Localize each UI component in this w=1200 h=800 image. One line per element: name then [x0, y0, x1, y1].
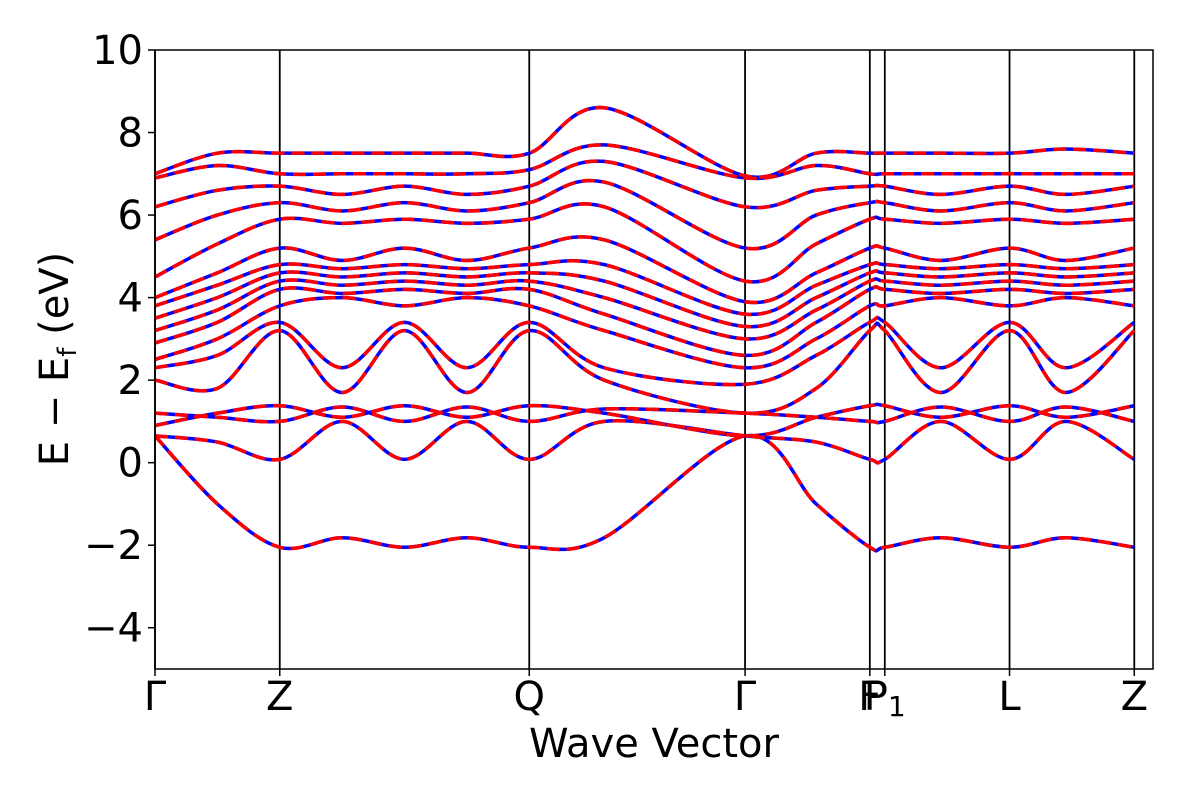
band-solid-16: [155, 106, 1135, 179]
kpoint-lines: [154, 50, 1136, 669]
band-dashed-8: [155, 277, 1135, 341]
x-axis: Γ Z Q Γ FP1 L Z: [144, 669, 1148, 723]
band-dashed-4: [155, 321, 1136, 415]
x-tick-label-0: Γ: [144, 674, 167, 720]
x-tick-label-1: Z: [266, 674, 293, 720]
band-dashed-14: [155, 159, 1135, 210]
x-tick-label-6: L: [998, 674, 1021, 720]
x-axis-label: Wave Vector: [529, 721, 780, 767]
x-tick-label-5: P1: [864, 674, 906, 723]
band-dashed-13: [155, 178, 1135, 251]
y-tick-label-6: 8: [118, 111, 143, 157]
band-dashed-9: [155, 269, 1135, 329]
y-axis: −4 −2 0 2 4 6 8 10: [84, 28, 155, 652]
x-tick-label-3: Γ: [734, 674, 757, 720]
band-dashed-12: [155, 202, 1135, 284]
y-tick-label-1: −2: [84, 523, 143, 569]
plot-frame: [154, 49, 1154, 670]
band-dashed-7: [155, 285, 1135, 358]
y-axis-label-unit: (eV): [32, 252, 78, 348]
bands-layer: [155, 106, 1136, 553]
band-solid-12: [155, 202, 1135, 284]
y-axis-label: E − Ef (eV): [32, 252, 83, 467]
x-tick-label-4: F: [858, 674, 881, 720]
band-dashed-5: [155, 315, 1136, 387]
band-solid-1: [155, 419, 1136, 465]
band-dashed-6: [155, 295, 1135, 370]
band-dashed-0: [155, 433, 1135, 553]
y-tick-label-5: 6: [118, 193, 143, 239]
x-tick-label-7: Z: [1121, 674, 1148, 720]
band-dashed-1: [155, 419, 1136, 465]
band-dashed-11: [155, 235, 1135, 305]
band-solid-0: [155, 433, 1135, 553]
band-dashed-16: [155, 106, 1135, 179]
band-solid-13: [155, 178, 1135, 251]
band-dashed-15: [155, 143, 1135, 181]
x-tick-label-2: Q: [514, 674, 545, 720]
y-tick-label-0: −4: [84, 606, 143, 652]
y-tick-label-7: 10: [92, 28, 143, 74]
band-dashed-10: [155, 259, 1135, 317]
band-solid-11: [155, 235, 1135, 305]
y-tick-label-3: 2: [118, 358, 143, 404]
y-axis-label-main: E − E: [32, 357, 78, 467]
y-axis-label-sub: f: [53, 347, 83, 357]
y-tick-label-2: 0: [118, 441, 143, 487]
y-tick-label-4: 4: [118, 276, 143, 322]
band-dashed-3: [155, 405, 1135, 425]
